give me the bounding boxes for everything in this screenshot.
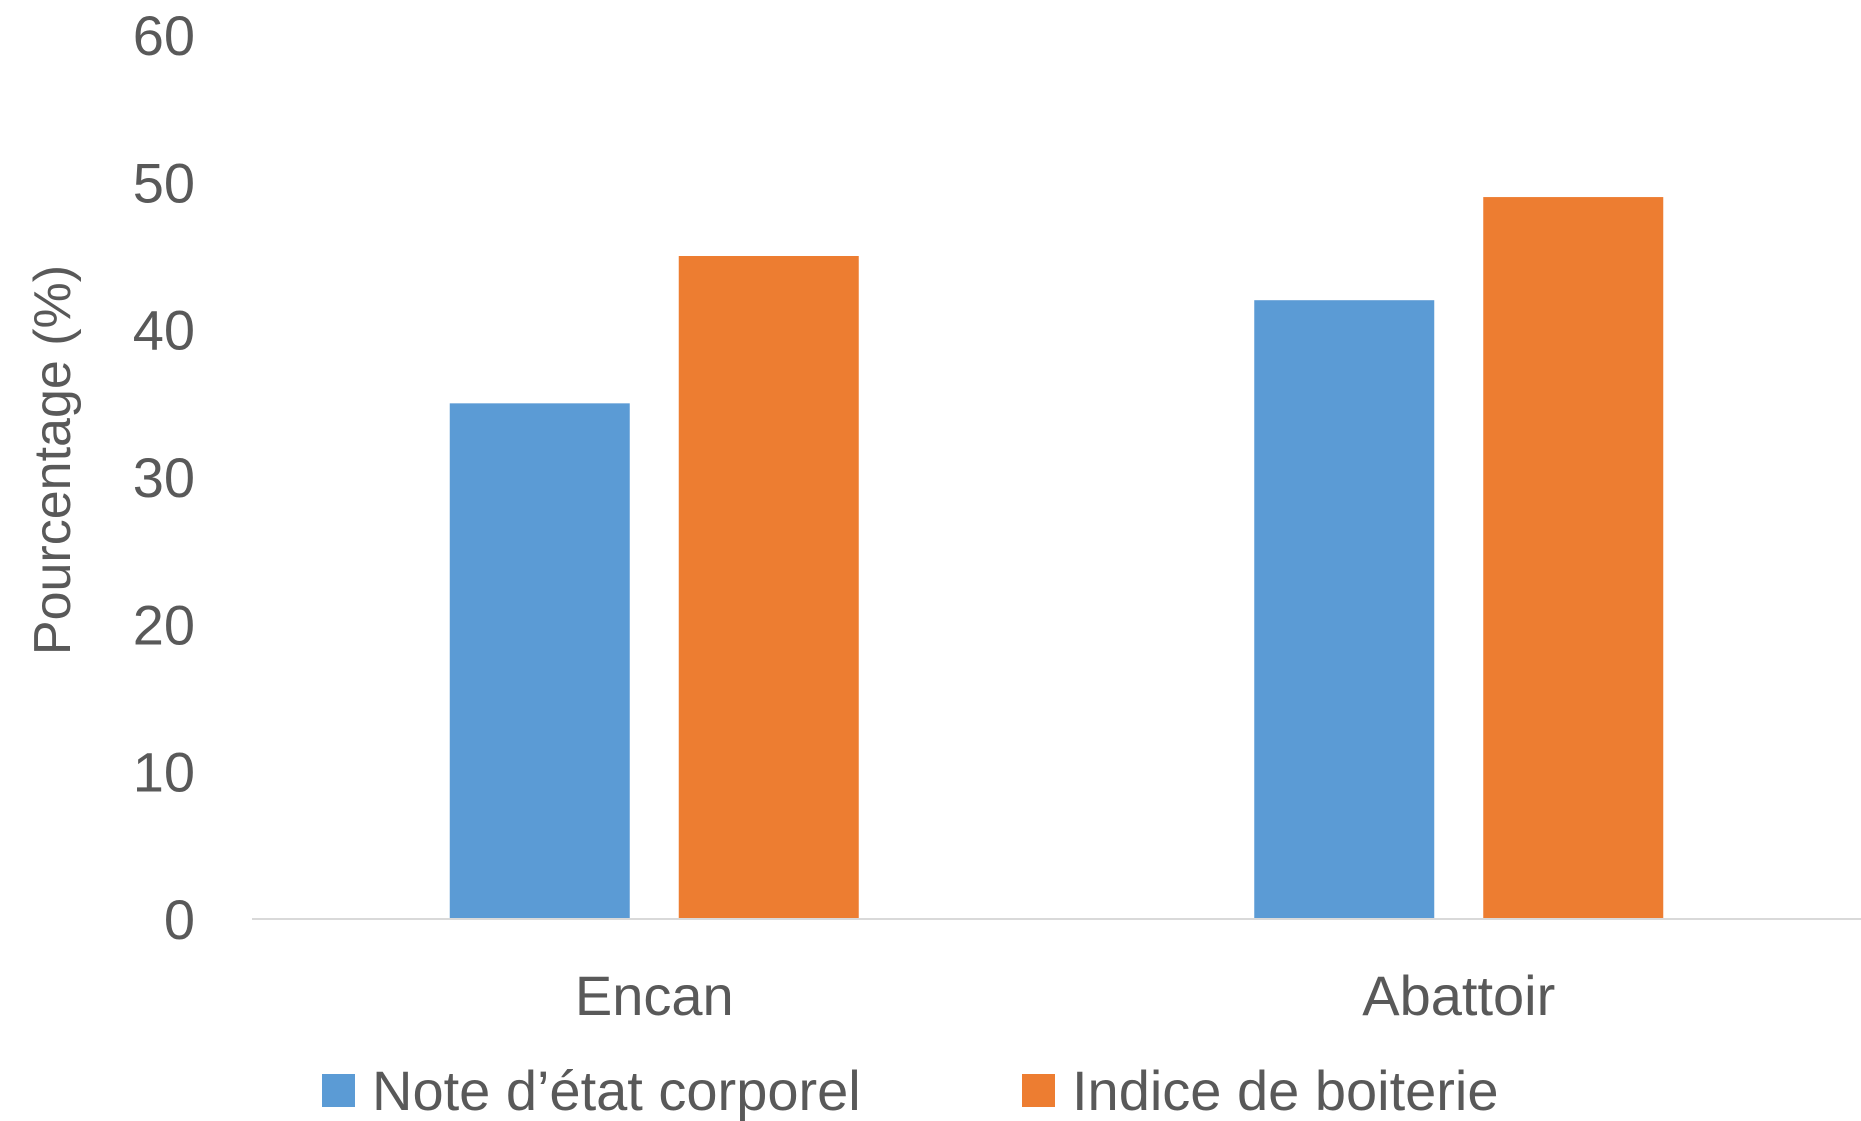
category-label: Encan — [575, 964, 734, 1027]
y-tick-label: 10 — [133, 741, 195, 804]
y-axis-title: Pourcentage (%) — [24, 265, 82, 655]
legend-label: Indice de boiterie — [1072, 1059, 1499, 1121]
y-tick-label: 60 — [133, 4, 195, 67]
y-tick-label: 50 — [133, 151, 195, 214]
y-axis-ticks: 0 10 20 30 40 50 60 — [133, 4, 195, 951]
bars — [449, 197, 1664, 920]
bar — [449, 403, 630, 919]
legend-swatch — [1022, 1074, 1055, 1107]
y-tick-label: 0 — [164, 888, 195, 951]
legend-swatch — [322, 1074, 355, 1107]
bar — [1254, 300, 1435, 919]
category-labels: Encan Abattoir — [575, 964, 1555, 1027]
legend-label: Note d’état corporel — [372, 1059, 861, 1121]
y-tick-label: 30 — [133, 446, 195, 509]
y-tick-label: 20 — [133, 593, 195, 656]
y-tick-label: 40 — [133, 299, 195, 362]
bar — [678, 256, 859, 919]
category-label: Abattoir — [1362, 964, 1555, 1027]
bar — [1483, 197, 1664, 920]
legend: Note d’état corporel Indice de boiterie — [322, 1059, 1499, 1121]
